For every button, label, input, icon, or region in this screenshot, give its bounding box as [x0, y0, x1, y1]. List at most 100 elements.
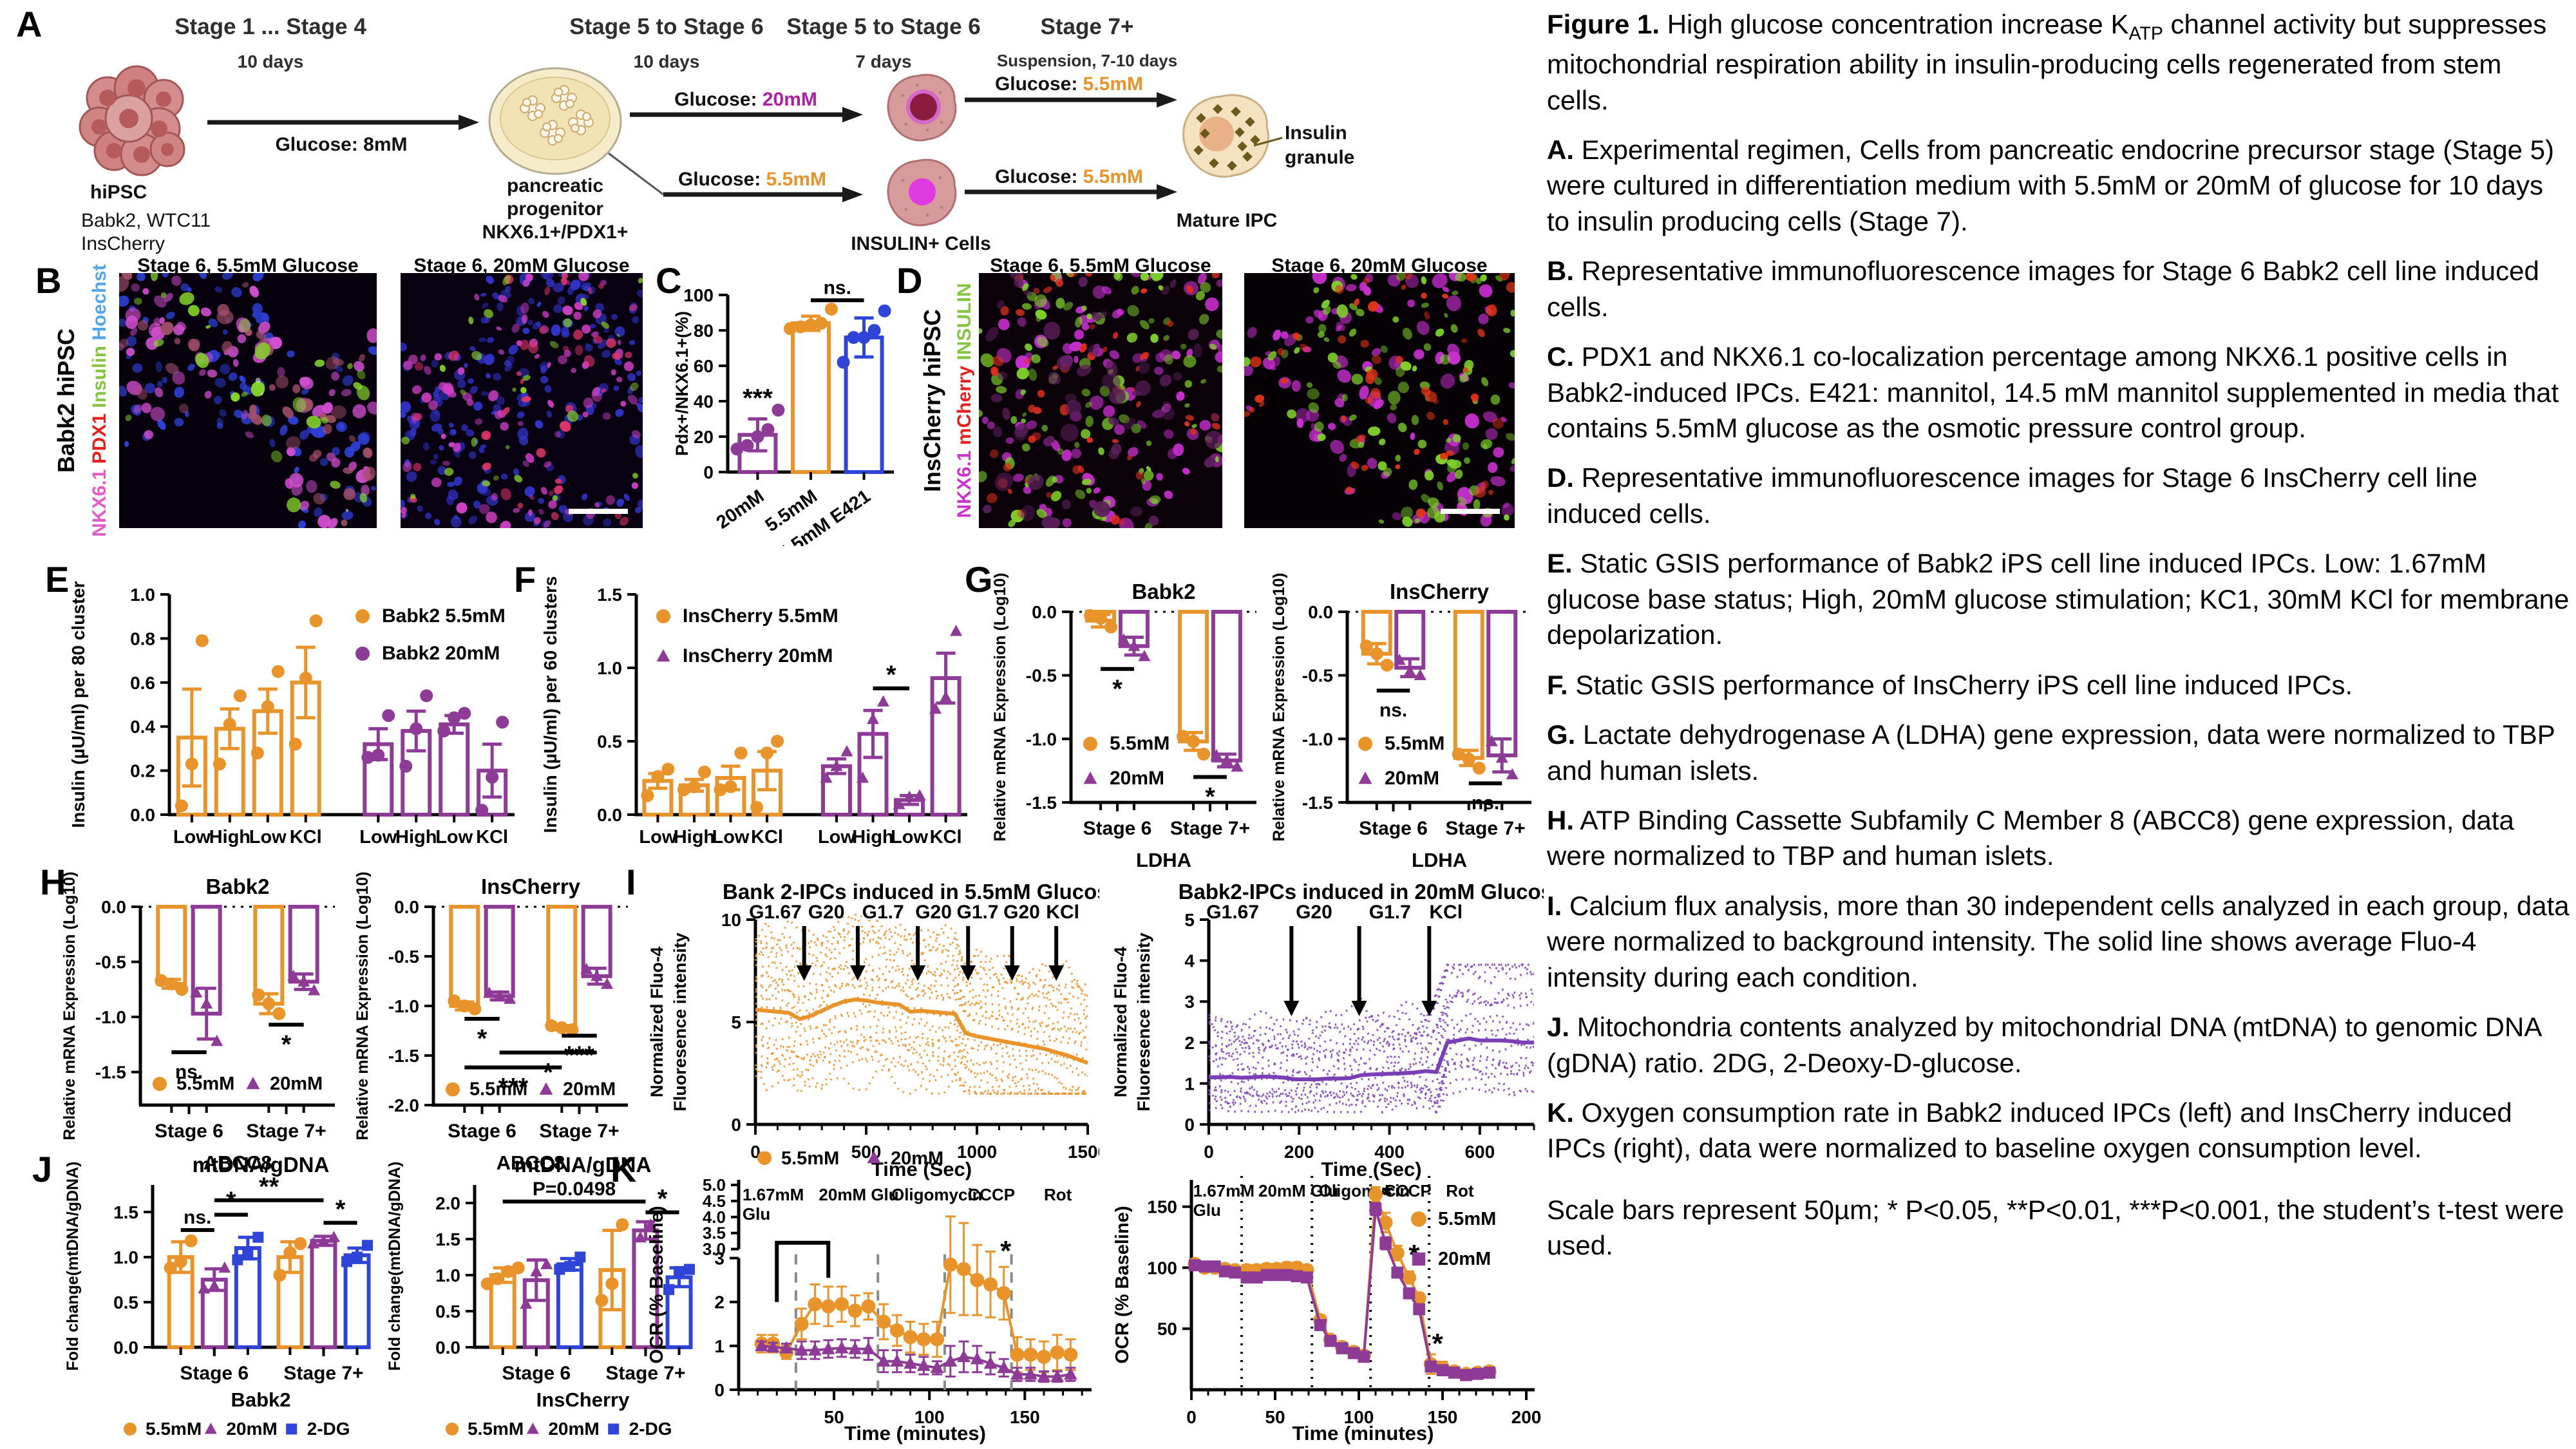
marker-circle — [355, 647, 370, 661]
cell-speckle — [410, 493, 416, 499]
chart-text: 5.5mM — [146, 1419, 202, 1439]
panel-d-side-label: InsCherry hiPSC — [919, 308, 945, 493]
marker-triangle — [1037, 1369, 1051, 1382]
marker-square — [252, 1231, 264, 1243]
cell-speckle — [535, 420, 544, 429]
cell-speckle — [468, 316, 474, 325]
cell-speckle — [199, 369, 206, 376]
hipsc-cell-cluster — [79, 65, 185, 176]
marker-circle — [1402, 1270, 1416, 1285]
cell-speckle — [632, 430, 641, 439]
chart-text: G20 — [1296, 902, 1332, 923]
panel-h-chart-inscherry: InsCherry 0.0 -0.5 -1.0 -1.5 -2.0 Stage 6 Stage… — [351, 868, 636, 1198]
glucose-20mm-arrow-label: Glucose: 20mM — [674, 89, 817, 111]
marker-square — [1379, 1237, 1392, 1249]
cell-speckle — [544, 461, 552, 468]
cell-speckle — [613, 385, 620, 392]
cell-speckle — [237, 326, 245, 333]
chart-text: Low — [712, 827, 749, 848]
insulin-cells-label: INSULIN+ Cells — [851, 233, 991, 254]
chart-text: 4.5 — [703, 1191, 726, 1211]
cell-speckle — [474, 293, 480, 301]
cell-speckle — [1211, 270, 1220, 279]
bar — [343, 1253, 371, 1349]
cell-speckle — [442, 460, 450, 466]
cell-speckle — [287, 497, 301, 513]
marker-square — [1336, 1342, 1349, 1354]
marker-triangle — [190, 986, 203, 998]
cell-speckle — [1426, 412, 1435, 421]
marker-circle — [943, 1257, 958, 1272]
marker-triangle — [983, 1356, 998, 1369]
cell-speckle — [1313, 287, 1320, 294]
cell-trace — [754, 997, 1088, 1062]
cell-speckle — [1123, 418, 1136, 430]
chart-text: Normalized Fluo-4 — [647, 947, 667, 1097]
cell-speckle — [347, 363, 353, 370]
marker-circle — [761, 423, 775, 436]
cell-trace — [1208, 1054, 1535, 1102]
chart-text: Babk2 — [231, 1388, 290, 1411]
marker-triangle — [1083, 772, 1097, 784]
cell-speckle — [1400, 361, 1412, 371]
cell-speckle — [1156, 473, 1163, 481]
marker-triangle — [298, 975, 310, 987]
cell-speckle — [1010, 416, 1018, 424]
cell-speckle — [544, 520, 551, 528]
chart-text: Time (minutes) — [1293, 1422, 1434, 1444]
panel-f-chart: 0.0 0.5 1.0 1.5 Low High Low KCl Low High Low KCl In… — [535, 565, 972, 868]
cell-speckle — [1216, 279, 1224, 287]
cell-speckle — [1109, 388, 1126, 404]
cell-speckle — [486, 276, 494, 284]
cell-speckle — [428, 400, 438, 411]
cell-speckle — [1034, 294, 1047, 308]
cell-speckle — [500, 422, 509, 431]
cell-speckle — [976, 471, 987, 482]
cell-trace — [1208, 1010, 1535, 1070]
marker-circle — [468, 1002, 482, 1016]
cell-speckle — [286, 447, 296, 457]
chart-text: Relative mRNA Expression (Log10) — [61, 871, 79, 1140]
chart-text: InsCherry — [536, 1388, 630, 1411]
cell-speckle — [1037, 390, 1045, 398]
marker-triangle — [601, 978, 614, 989]
cell-speckle — [996, 386, 1007, 393]
chart-text: 2-DG — [629, 1419, 672, 1439]
cell-speckle — [592, 309, 602, 319]
cell-speckle — [446, 482, 455, 488]
cell-speckle — [251, 381, 265, 397]
cell-speckle — [245, 328, 252, 336]
chart-text: 2.0 — [435, 1193, 460, 1213]
cell-speckle — [478, 504, 490, 515]
cell-speckle — [561, 327, 569, 336]
cell-speckle — [1482, 411, 1497, 422]
stage4-title: Stage 7+ — [1040, 14, 1134, 39]
marker-square — [1280, 1269, 1293, 1282]
chart-text: Low — [639, 827, 676, 848]
chart-text: -0.5 — [1302, 666, 1333, 686]
marker-square — [362, 1240, 374, 1251]
panel-i-letter: I — [626, 862, 636, 902]
marker-circle — [848, 1303, 862, 1318]
marker-triangle — [1050, 1369, 1065, 1382]
cell-speckle — [508, 345, 518, 355]
marker-circle — [501, 1265, 515, 1278]
marker-triangle — [830, 759, 843, 772]
marker-square — [674, 1265, 685, 1277]
cell-speckle — [413, 462, 422, 471]
marker-square — [1483, 1367, 1496, 1379]
cell-speckle — [401, 437, 410, 444]
cell-speckle — [154, 295, 167, 308]
chart-text: P=0.0498 — [533, 1179, 616, 1200]
chart-text: 1.0 — [113, 1247, 138, 1267]
cell-speckle — [359, 493, 368, 503]
marker-circle — [751, 430, 764, 443]
cell-speckle — [1398, 422, 1407, 433]
cell-speckle — [547, 362, 551, 368]
chart-text: 20mM — [713, 486, 768, 533]
caption-section-i: I. Calcium flux analysis, more than 30 i… — [1547, 890, 2570, 992]
cell-speckle — [1050, 491, 1062, 502]
cell-trace — [755, 1041, 1088, 1095]
cell-speckle — [1065, 393, 1077, 403]
cell-speckle — [1341, 415, 1346, 422]
